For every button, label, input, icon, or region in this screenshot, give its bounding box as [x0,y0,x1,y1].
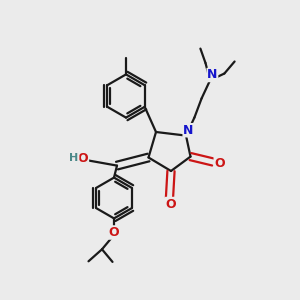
Text: O: O [109,226,119,239]
Text: H: H [70,153,79,163]
Text: N: N [183,124,194,137]
Text: O: O [78,152,88,166]
Text: N: N [207,68,218,82]
Text: O: O [214,157,225,170]
Text: O: O [166,197,176,211]
